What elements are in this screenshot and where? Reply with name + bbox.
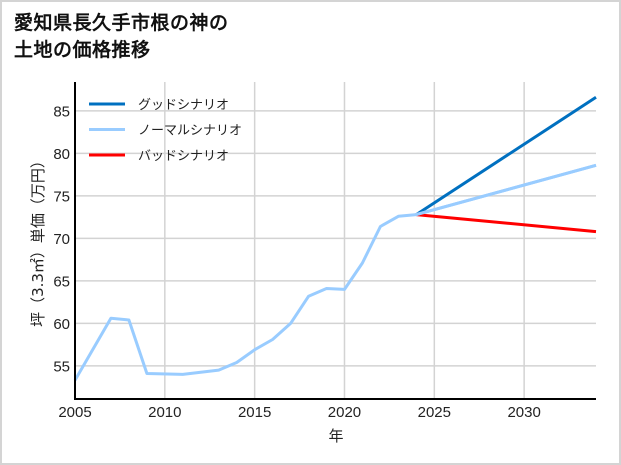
chart-title: 愛知県長久手市根の神の 土地の価格推移 [14,10,229,64]
x-tick-label: 2010 [148,404,181,421]
y-tick-label: 65 [53,273,70,290]
x-tick-label: 2020 [328,404,361,421]
chart-title-line1: 愛知県長久手市根の神の [14,12,229,34]
gridlines [75,82,596,399]
y-axis-label: 坪（3.3㎡）単価（万円） [29,153,47,327]
x-tick-label: 2025 [418,404,451,421]
series-line-normal-projection [415,163,597,217]
series-line [416,213,597,234]
legend-label: バッドシナリオ [138,149,229,164]
series-line [73,163,597,382]
series-line [415,96,597,216]
data-series [73,96,597,382]
x-axis-ticks: 2005 2010 2015 2020 2025 2030 [58,404,541,421]
legend-item: バッドシナリオ [89,149,229,164]
legend-item: グッドシナリオ [89,98,229,113]
y-tick-label: 85 [53,103,70,120]
x-tick-label: 2030 [507,404,540,421]
y-tick-label: 70 [53,231,70,248]
y-tick-label: 75 [53,188,70,205]
legend-label: ノーマルシナリオ [138,124,242,139]
x-tick-label: 2015 [238,404,271,421]
y-tick-label: 55 [53,358,70,375]
chart-title-line2: 土地の価格推移 [14,39,151,61]
y-axis-ticks: 55 60 65 70 75 80 85 [53,103,70,375]
legend-label: グッドシナリオ [138,98,229,113]
legend-item: ノーマルシナリオ [89,124,242,139]
y-tick-label: 60 [53,316,70,333]
x-axis-label: 年 [328,427,343,445]
x-tick-label: 2005 [58,404,91,421]
axes [74,82,596,400]
y-tick-label: 80 [53,146,70,163]
